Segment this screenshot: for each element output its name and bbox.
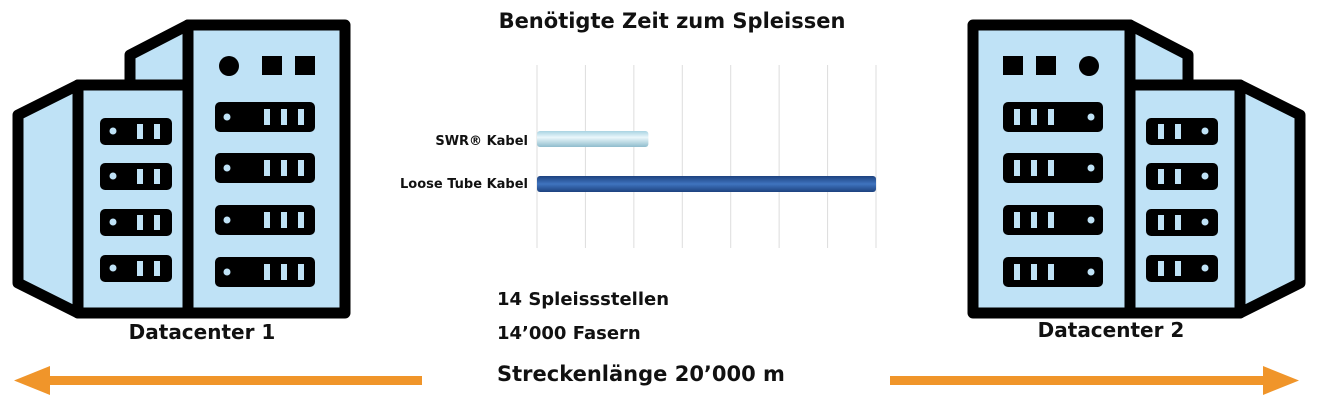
datacenter-2-icon (973, 25, 1300, 313)
datacenter-1-label: Datacenter 1 (128, 320, 276, 344)
chart-bars (537, 131, 876, 192)
chart-title: Benötigte Zeit zum Spleissen (498, 9, 846, 33)
left-arrow-icon (14, 366, 422, 395)
bar-swr (537, 131, 649, 147)
bar-loose-tube (537, 176, 876, 192)
chart-gridlines (536, 65, 877, 248)
right-arrow-icon (890, 366, 1299, 395)
bar-label-swr: SWR® Kabel (435, 134, 528, 149)
datacenter-1-icon (18, 25, 345, 313)
route-length: Streckenlänge 20’000 m (497, 362, 785, 386)
splices-count: 14 Spleissstellen (497, 289, 670, 310)
bar-label-loose-tube: Loose Tube Kabel (400, 177, 528, 192)
datacenter-2-label: Datacenter 2 (1037, 318, 1185, 342)
fibers-count: 14’000 Fasern (497, 323, 641, 344)
